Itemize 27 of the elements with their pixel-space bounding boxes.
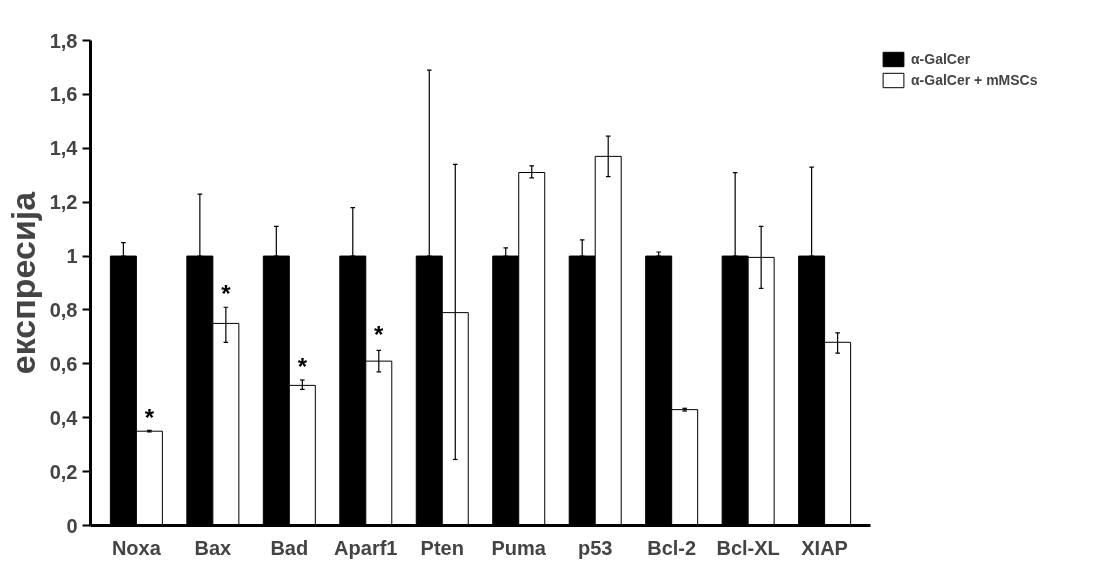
x-tick-label: XIAP [801,536,848,559]
x-tick-label: Bcl-2 [647,536,697,559]
legend-label: α-GalCer + mMSCs [911,72,1038,88]
y-tick-label: 0,2 [49,460,78,483]
y-tick-label: 0,6 [49,352,78,375]
x-tick-label: Noxa [111,536,162,559]
y-tick-label: 0,8 [49,298,78,321]
x-tick-label: p53 [577,536,613,559]
y-tick-label: 0,4 [49,406,79,429]
x-tick-label: Bax [194,536,232,559]
annotation: * [221,280,232,308]
x-tick-label: Pten [420,536,464,559]
y-tick-label: 1,6 [49,83,78,106]
y-tick-label: 1 [66,245,78,268]
x-tick-label: Puma [491,536,547,559]
annotation: * [297,353,308,381]
x-tick-label: Aparf1 [334,536,398,559]
x-tick-label: Bcl-XL [716,536,780,559]
y-tick-label: 1,4 [49,137,79,160]
y-tick-label: 1,2 [49,191,78,214]
legend-label: α-GalCer [911,51,971,67]
annotation: * [374,320,385,348]
x-tick-label: Bad [270,536,309,559]
y-axis-title: експресија [3,190,42,375]
annotation: * [144,404,155,432]
y-tick-label: 1,8 [49,29,78,52]
y-tick-label: 0 [66,514,78,537]
